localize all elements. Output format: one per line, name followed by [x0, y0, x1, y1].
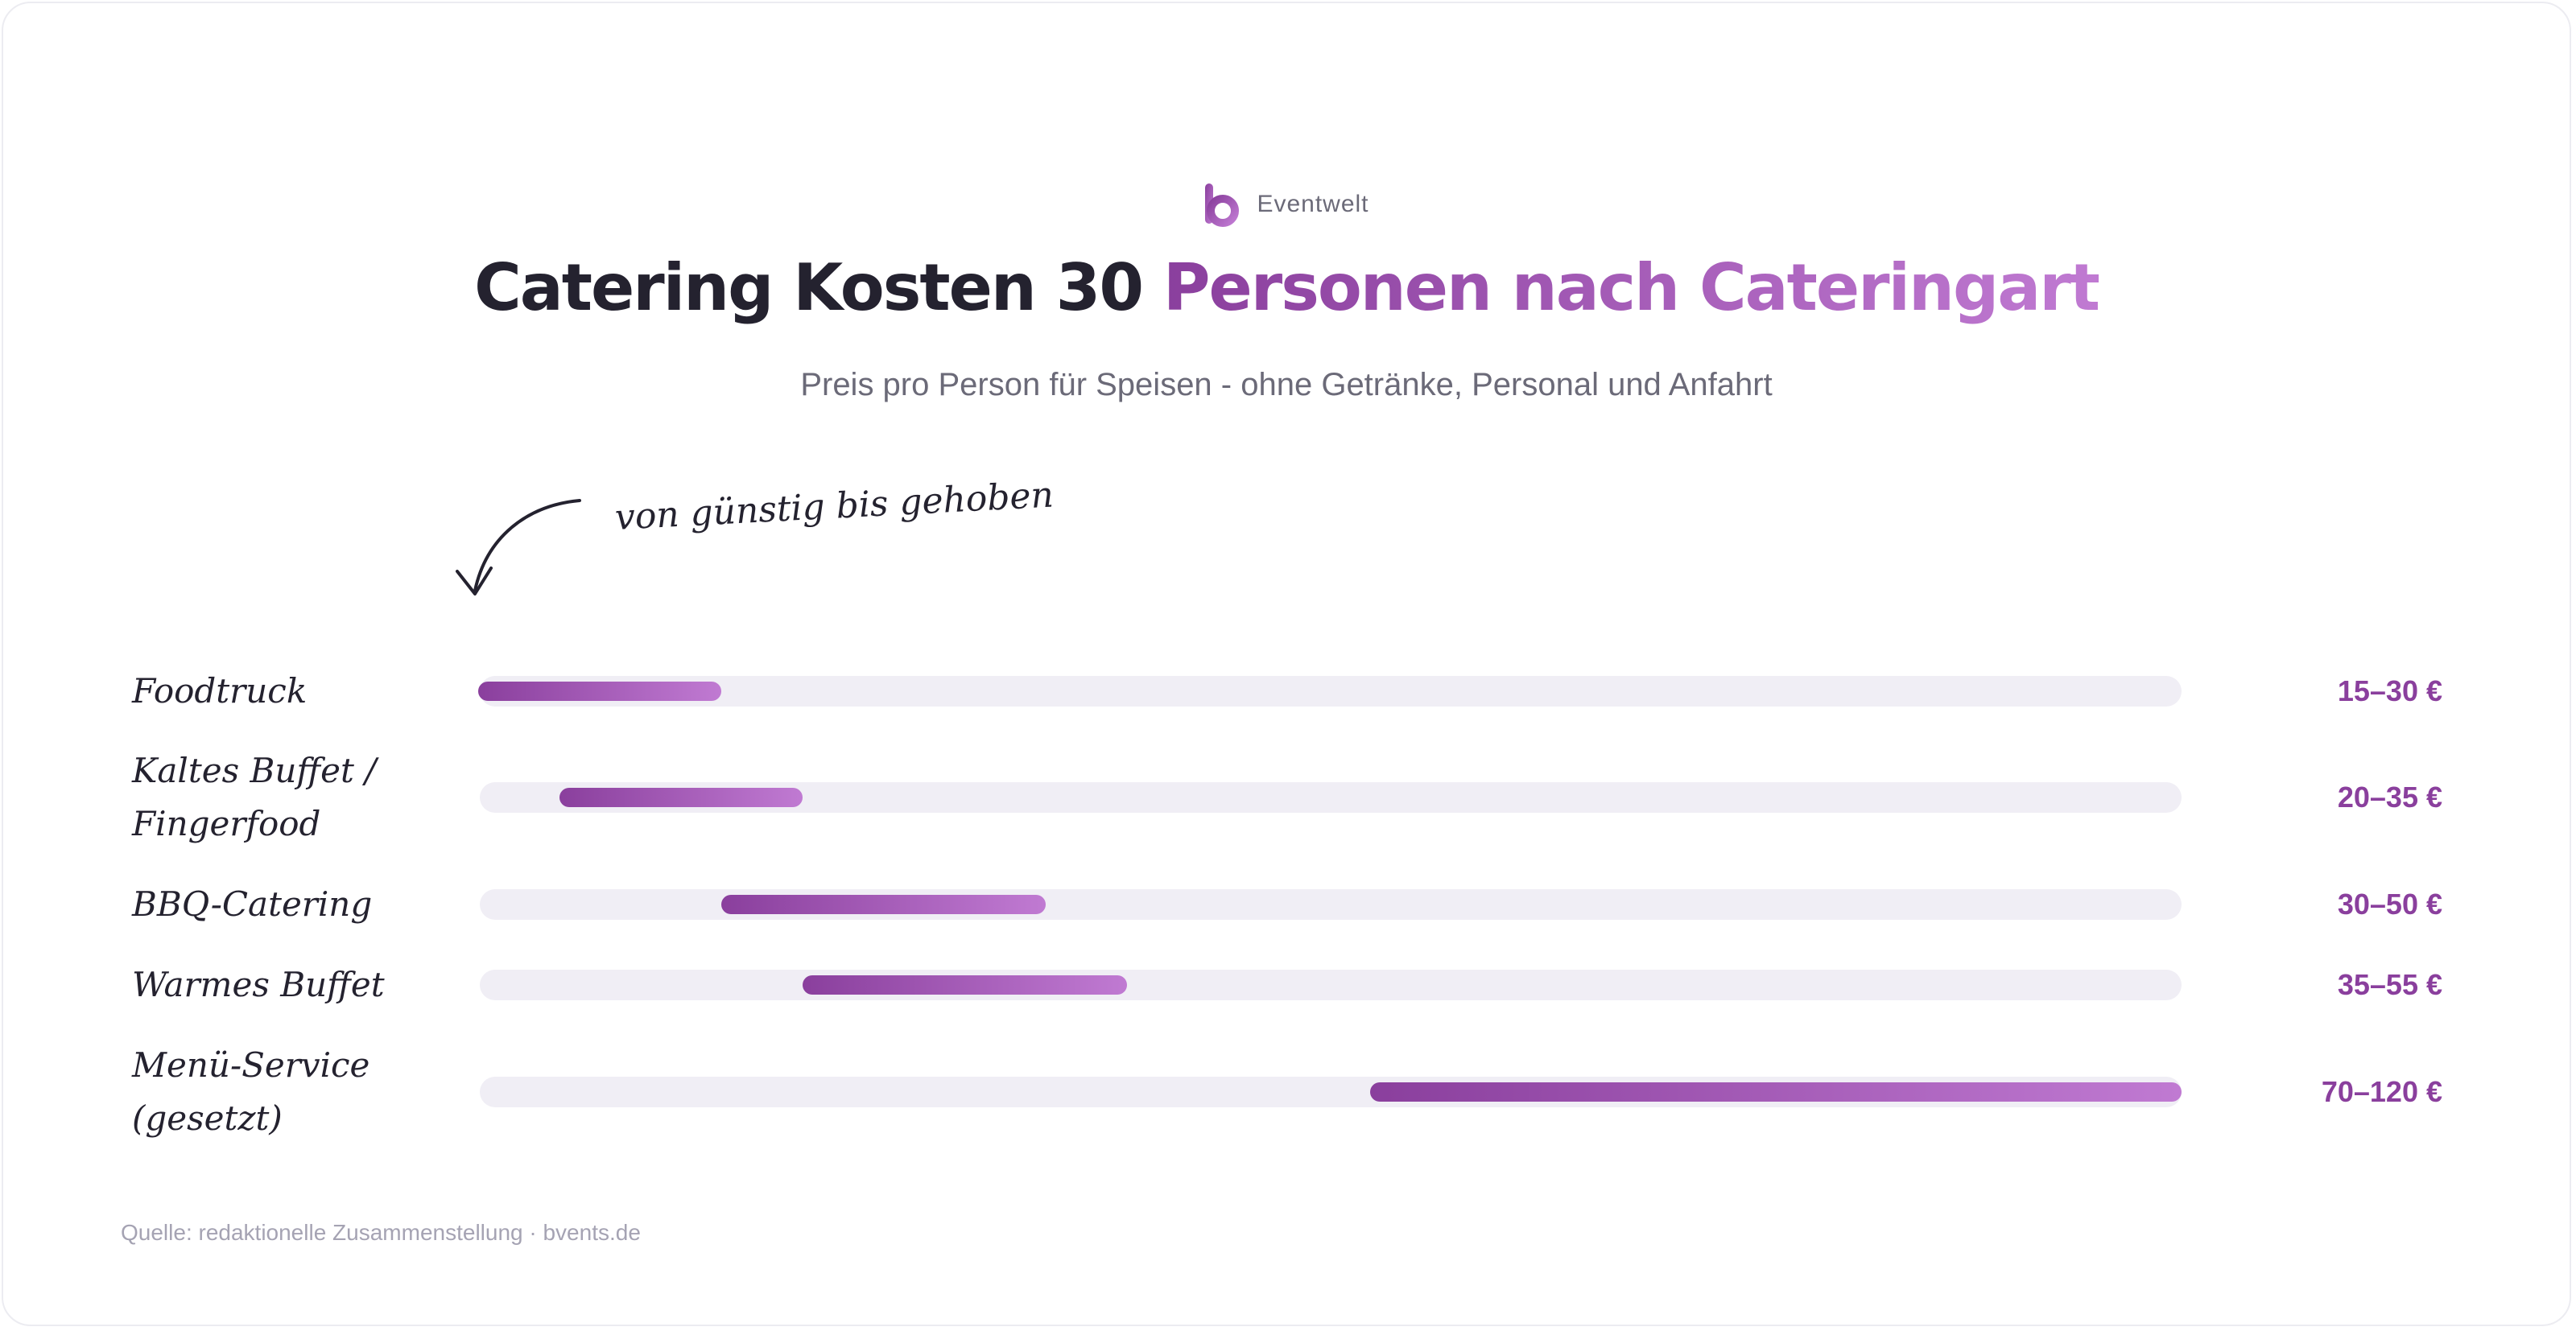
brand-name: Eventwelt	[1257, 191, 1369, 217]
source-note: Quelle: redaktionelle Zusammenstellung ·…	[121, 1220, 641, 1245]
chart-title: Catering Kosten 30 Personen nach Caterin…	[3, 251, 2570, 325]
category-label: BBQ-Catering	[132, 878, 470, 931]
value-label: 20–35 €	[2337, 781, 2442, 814]
category-label-line: Kaltes Buffet /	[132, 751, 377, 790]
category-label-line: Warmes Buffet	[132, 965, 385, 1004]
bar-track	[480, 970, 2182, 1000]
category-label: Warmes Buffet	[132, 958, 470, 1012]
value-label: 70–120 €	[2321, 1075, 2442, 1108]
curved-arrow-icon	[456, 499, 581, 595]
chart-title-part1: Catering Kosten 30	[474, 250, 1163, 325]
range-bar	[1370, 1082, 2182, 1102]
category-label-line: BBQ-Catering	[132, 884, 373, 924]
value-label: 15–30 €	[2337, 674, 2442, 707]
value-label: 35–55 €	[2337, 968, 2442, 1001]
range-bar	[721, 895, 1046, 914]
category-label: Menü-Service (gesetzt)	[132, 1039, 470, 1145]
category-label-line: Fingerfood	[132, 804, 321, 843]
annotation-text: von günstig bis gehoben	[613, 474, 1055, 538]
range-bar	[559, 788, 803, 807]
brand-header: Eventwelt	[3, 182, 2570, 227]
range-bar	[478, 682, 722, 701]
category-label: Foodtruck	[132, 665, 470, 718]
bar-track	[480, 676, 2182, 707]
range-bar	[803, 975, 1128, 995]
category-label-line: (gesetzt)	[132, 1098, 283, 1138]
bvents-logo-icon	[1205, 183, 1240, 227]
category-label-line: Foodtruck	[132, 671, 308, 711]
category-label: Kaltes Buffet / Fingerfood	[132, 744, 470, 851]
category-label-line: Menü-Service	[132, 1045, 370, 1085]
chart-subtitle: Preis pro Person für Speisen - ohne Getr…	[800, 367, 1773, 402]
chart-title-part2: Personen nach Cateringart	[1162, 250, 2100, 325]
value-label: 30–50 €	[2337, 888, 2442, 921]
